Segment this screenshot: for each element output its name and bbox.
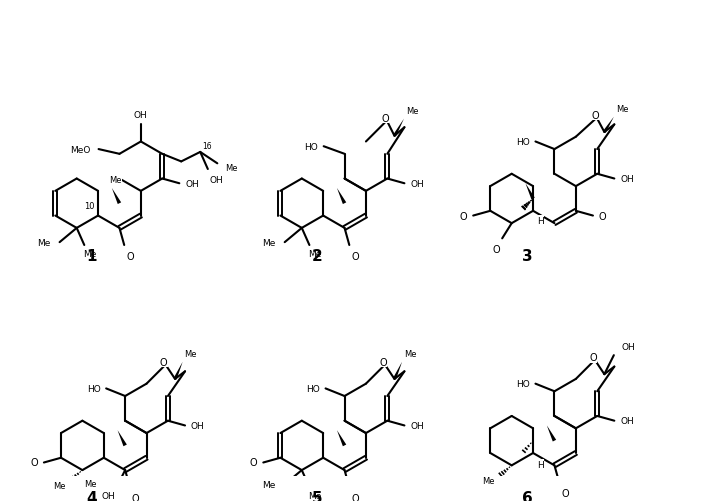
Text: O: O xyxy=(493,244,501,255)
Text: OH: OH xyxy=(210,175,223,184)
Text: OH: OH xyxy=(621,343,635,352)
Text: O: O xyxy=(351,251,359,261)
Polygon shape xyxy=(174,362,183,380)
Text: Me: Me xyxy=(83,249,96,259)
Text: 16: 16 xyxy=(202,142,212,151)
Text: H: H xyxy=(537,460,544,469)
Text: Me: Me xyxy=(184,349,197,358)
Text: O: O xyxy=(561,488,569,498)
Text: HO: HO xyxy=(86,384,101,393)
Text: Me: Me xyxy=(262,238,275,247)
Text: Me: Me xyxy=(109,176,122,185)
Text: 6: 6 xyxy=(522,490,532,501)
Text: Me: Me xyxy=(404,349,416,358)
Text: OH: OH xyxy=(410,179,424,188)
Text: OH: OH xyxy=(410,421,424,430)
Text: O: O xyxy=(460,211,467,221)
Text: OH: OH xyxy=(102,491,116,500)
Polygon shape xyxy=(112,189,121,204)
Text: O: O xyxy=(126,251,134,261)
Text: 5: 5 xyxy=(312,490,323,501)
Text: O: O xyxy=(381,114,389,123)
Text: OH: OH xyxy=(620,175,634,184)
Polygon shape xyxy=(393,119,404,137)
Text: O: O xyxy=(30,457,38,467)
Text: HO: HO xyxy=(304,142,318,151)
Text: Me: Me xyxy=(84,479,97,488)
Text: O: O xyxy=(160,357,167,367)
Polygon shape xyxy=(337,189,346,204)
Text: 10: 10 xyxy=(84,201,94,210)
Text: H: H xyxy=(537,216,544,225)
Text: O: O xyxy=(379,357,387,367)
Text: Me: Me xyxy=(37,238,50,247)
Text: O: O xyxy=(598,211,606,221)
Text: OH: OH xyxy=(185,179,199,188)
Text: O: O xyxy=(351,493,359,501)
Text: Me: Me xyxy=(406,107,418,116)
Text: MeO: MeO xyxy=(71,145,91,154)
Text: Me: Me xyxy=(308,249,322,259)
Text: HO: HO xyxy=(516,379,530,388)
Text: Me: Me xyxy=(52,481,65,490)
Text: Me: Me xyxy=(482,476,495,485)
Text: 3: 3 xyxy=(522,248,532,264)
Text: OH: OH xyxy=(134,110,147,119)
Text: 1: 1 xyxy=(86,248,97,264)
Text: O: O xyxy=(132,493,140,501)
Text: OH: OH xyxy=(191,421,204,430)
Text: Me: Me xyxy=(615,105,628,114)
Text: 2: 2 xyxy=(312,248,323,264)
Text: O: O xyxy=(591,111,598,121)
Polygon shape xyxy=(525,184,535,200)
Text: HO: HO xyxy=(306,384,320,393)
Polygon shape xyxy=(603,118,614,134)
Polygon shape xyxy=(393,362,402,380)
Text: OH: OH xyxy=(620,416,634,425)
Text: HO: HO xyxy=(516,138,530,147)
Text: O: O xyxy=(250,457,257,467)
Text: 4: 4 xyxy=(86,490,97,501)
Polygon shape xyxy=(337,430,346,446)
Text: Me: Me xyxy=(308,491,322,500)
Polygon shape xyxy=(547,426,556,441)
Polygon shape xyxy=(118,430,127,446)
Text: O: O xyxy=(589,352,597,362)
Text: Me: Me xyxy=(262,480,275,489)
Text: Me: Me xyxy=(225,163,238,172)
